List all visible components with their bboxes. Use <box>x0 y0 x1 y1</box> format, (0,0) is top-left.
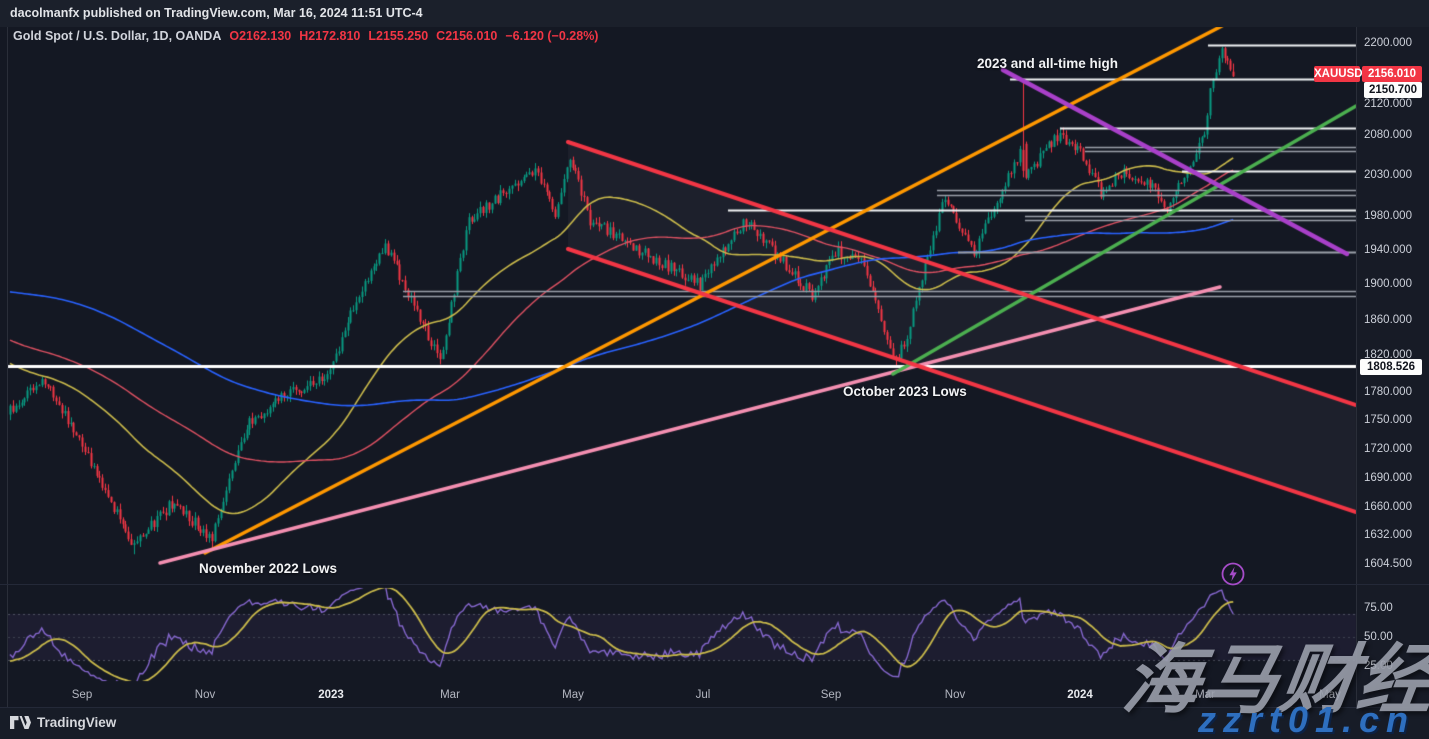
price-tick: 2080.000 <box>1364 129 1412 142</box>
plot-left-border <box>7 26 8 707</box>
symbol-title: Gold Spot / U.S. Dollar, 1D, OANDA <box>13 29 222 43</box>
annotation-0: 2023 and all-time high <box>977 56 1119 71</box>
legend-low: L2155.250 <box>368 29 429 43</box>
support-price-badge: 1808.526 <box>1360 359 1422 375</box>
price-tick: 2200.000 <box>1364 36 1412 49</box>
footer-separator <box>0 707 1429 708</box>
tradingview-logo-text: TradingView <box>37 715 117 730</box>
price-axis[interactable]: 2200.000 2120.000 2080.000 2030.000 1980.000… <box>1357 26 1429 707</box>
price-tick: 2030.000 <box>1364 169 1412 182</box>
time-tick: 2024 <box>1067 689 1093 701</box>
tradingview-icon <box>10 716 31 729</box>
time-tick: Jul <box>695 689 711 701</box>
price-tick: 1900.000 <box>1364 278 1412 291</box>
time-tick: May <box>1319 689 1341 701</box>
annotation-1: October 2023 Lows <box>843 384 967 399</box>
time-axis[interactable]: Sep Nov 2023 Mar May Jul Sep Nov 2024 Mar May <box>0 684 1356 707</box>
time-tick: Mar <box>1195 689 1215 701</box>
level-price-badge: 2150.700 <box>1364 82 1422 98</box>
price-tick: 1980.000 <box>1364 210 1412 223</box>
watermark-url: zzrt01.cn <box>1197 699 1415 739</box>
attribution-bar: dacolmanfx published on TradingView.com,… <box>0 0 1429 27</box>
legend-high: H2172.810 <box>299 29 361 43</box>
price-tick: 1940.000 <box>1364 244 1412 257</box>
time-tick: Nov <box>194 689 216 701</box>
time-tick: Sep <box>820 689 842 701</box>
rsi-tick: 25.00 <box>1364 659 1393 672</box>
tradingview-logo-link[interactable]: TradingView <box>10 715 116 730</box>
price-tick: 1720.000 <box>1364 442 1412 455</box>
pane-separator <box>0 584 1429 585</box>
time-tick: Sep <box>71 689 93 701</box>
attribution-text: dacolmanfx published on TradingView.com,… <box>10 6 423 20</box>
legend-open: O2162.130 <box>229 29 292 43</box>
symbol-legend: Gold Spot / U.S. Dollar, 1D, OANDA O2162… <box>13 29 598 43</box>
price-tick: 1750.000 <box>1364 414 1412 427</box>
annotation-2: November 2022 Lows <box>199 561 338 576</box>
time-tick: Nov <box>944 689 966 701</box>
price-tick: 1860.000 <box>1364 313 1412 326</box>
price-tick: 1780.000 <box>1364 386 1412 399</box>
time-tick: May <box>562 689 584 701</box>
price-tick: 1604.500 <box>1364 557 1412 570</box>
footer-bar <box>0 708 1429 739</box>
boost-button[interactable] <box>1220 561 1246 587</box>
price-axis-border <box>1356 26 1357 707</box>
time-tick: Mar <box>440 689 460 701</box>
symbol-flag-badge: XAUUSD <box>1314 66 1363 82</box>
price-tick: 1660.000 <box>1364 501 1412 514</box>
price-tick: 1690.000 <box>1364 471 1412 484</box>
price-tick: 1632.000 <box>1364 529 1412 542</box>
legend-change: −6.120 (−0.28%) <box>505 29 599 43</box>
last-price-badge: 2156.010 <box>1362 66 1422 82</box>
price-tick: 1820.000 <box>1364 349 1412 362</box>
time-tick: 2023 <box>318 689 344 701</box>
rsi-tick: 50.00 <box>1364 630 1393 643</box>
lightning-icon <box>1229 566 1237 582</box>
legend-close: C2156.010 <box>436 29 498 43</box>
rsi-tick: 75.00 <box>1364 601 1393 614</box>
price-tick: 2120.000 <box>1364 97 1412 110</box>
